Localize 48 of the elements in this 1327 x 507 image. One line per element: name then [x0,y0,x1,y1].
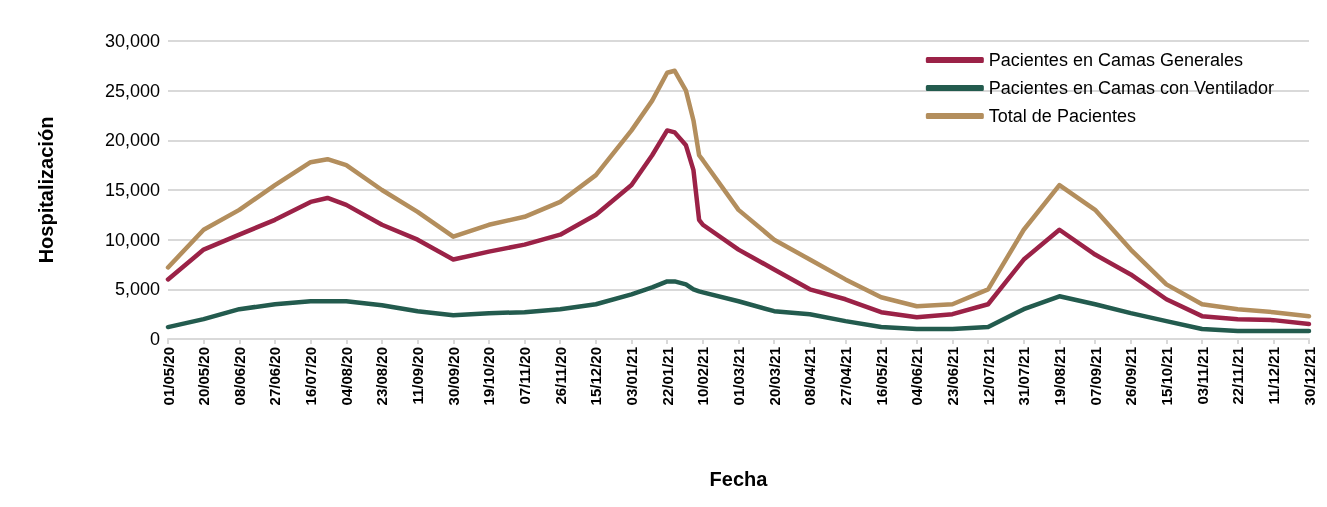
line-series [165,68,1312,319]
legend-label: Pacientes en Camas con Ventilador [988,78,1275,98]
line-series [165,279,1312,334]
y-tick-label: 5,000 [114,279,160,300]
legend-label: Total de Pacientes [988,106,1136,126]
y-tick-label: 20,000 [104,130,160,151]
x-tick-label: 04/06/21 [908,347,926,406]
x-tick-label: 08/04/21 [801,347,819,406]
x-tick-label: 20/05/20 [195,347,213,406]
line-series [165,128,1312,327]
x-tick-label: 23/08/20 [373,347,391,406]
y-tick-label: 10,000 [104,229,160,250]
x-tick-label: 27/06/20 [266,347,284,406]
y-axis-title: Hospitalización [35,116,57,264]
x-tick-label: 04/08/20 [337,347,355,406]
x-tick-label: 03/01/21 [623,347,641,406]
x-tick-label: 20/03/21 [765,347,783,406]
y-tick-label: 0 [149,329,160,349]
x-tick-label: 19/08/21 [1050,347,1068,406]
x-tick-label: 03/11/21 [1193,347,1211,405]
x-tick-label: 22/01/21 [658,347,676,406]
x-tick-label: 11/12/21 [1264,347,1282,405]
x-tick-label: 31/07/21 [1015,347,1033,406]
y-tick-label: 15,000 [104,180,160,200]
x-tick-label: 16/05/21 [872,347,890,406]
x-axis-title: Fecha [709,468,769,490]
x-tick-label: 11/09/20 [409,347,427,405]
x-tick-label: 23/06/21 [943,347,961,406]
x-tick-label: 27/04/21 [836,347,854,406]
x-tick-label: 26/11/20 [551,347,569,405]
x-tick-label: 01/03/21 [730,347,747,406]
x-tick-label: 15/10/21 [1157,347,1175,406]
y-tick-label: 25,000 [104,80,160,101]
x-tick-label: 07/11/20 [516,347,534,405]
x-tick-label: 08/06/20 [230,347,248,406]
x-tick-label: 16/07/20 [302,347,320,406]
x-tick-label: 30/09/20 [444,347,462,406]
x-tick-label: 10/02/21 [694,347,712,406]
x-tick-label: 19/10/20 [480,347,498,406]
x-tick-label: 26/09/21 [1122,347,1140,406]
y-tick-label: 30,000 [104,31,160,51]
x-tick-label: 07/09/21 [1086,347,1104,406]
x-tick-label: 15/12/20 [587,347,605,406]
x-tick-label: 30/12/21 [1300,347,1318,406]
x-tick-label: 12/07/21 [979,347,997,406]
x-tick-label: 22/11/21 [1229,347,1247,405]
x-tick-label: 01/05/20 [159,347,177,406]
legend-label: Pacientes en Camas Generales [988,50,1243,70]
